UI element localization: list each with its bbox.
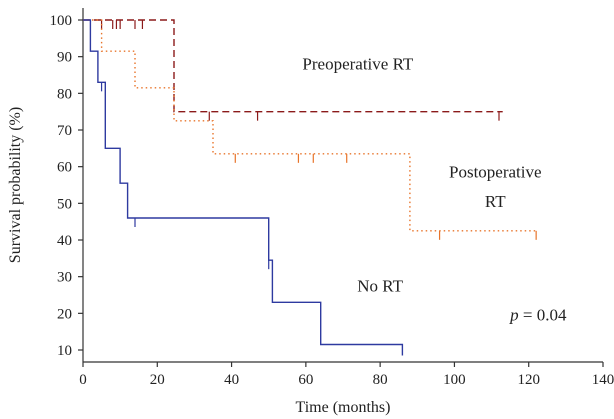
x-tick-label: 40	[224, 372, 239, 388]
series-label: Preoperative RT	[302, 55, 413, 74]
series-label: RT	[485, 192, 506, 211]
series-1	[83, 19, 537, 240]
series-0	[83, 19, 503, 121]
series-layer	[83, 19, 537, 356]
y-tick-label: 60	[57, 160, 72, 176]
y-tick-label: 100	[50, 13, 73, 29]
x-tick-label: 20	[150, 372, 165, 388]
x-axis-ticks: 0 20 40 60 80 100 120 140	[79, 362, 614, 388]
survival-curve	[83, 19, 503, 113]
p-value-text: = 0.04	[519, 306, 567, 325]
y-tick-label: 40	[57, 233, 72, 249]
y-axis-title: Survival probability (%)	[7, 107, 24, 263]
series-2	[83, 19, 404, 356]
plot-area	[82, 8, 603, 363]
y-tick-label: 90	[57, 50, 72, 66]
y-tick-label: 70	[57, 123, 72, 139]
y-tick-label: 30	[57, 270, 72, 286]
x-tick-label: 100	[443, 372, 466, 388]
x-tick-label: 0	[79, 372, 87, 388]
p-value-symbol: p	[509, 306, 518, 325]
series-labels: Preoperative RT Postoperative RT No RT	[302, 55, 541, 296]
series-label: Postoperative	[449, 163, 542, 182]
x-tick-label: 60	[298, 372, 313, 388]
survival-curve	[83, 19, 537, 232]
x-tick-label: 140	[592, 372, 614, 388]
y-tick-label: 20	[57, 306, 72, 322]
y-axis-ticks: 10 20 30 40 50 60 70 80 90 100	[50, 13, 83, 359]
x-axis-title: Time (months)	[296, 399, 391, 416]
y-tick-label: 80	[57, 86, 72, 102]
y-tick-label: 10	[57, 343, 72, 359]
y-tick-label: 50	[57, 196, 72, 212]
x-tick-label: 120	[517, 372, 540, 388]
x-tick-label: 80	[373, 372, 388, 388]
survival-curve	[83, 19, 404, 356]
p-value-annotation: p = 0.04	[509, 306, 567, 325]
series-label: No RT	[357, 276, 403, 295]
